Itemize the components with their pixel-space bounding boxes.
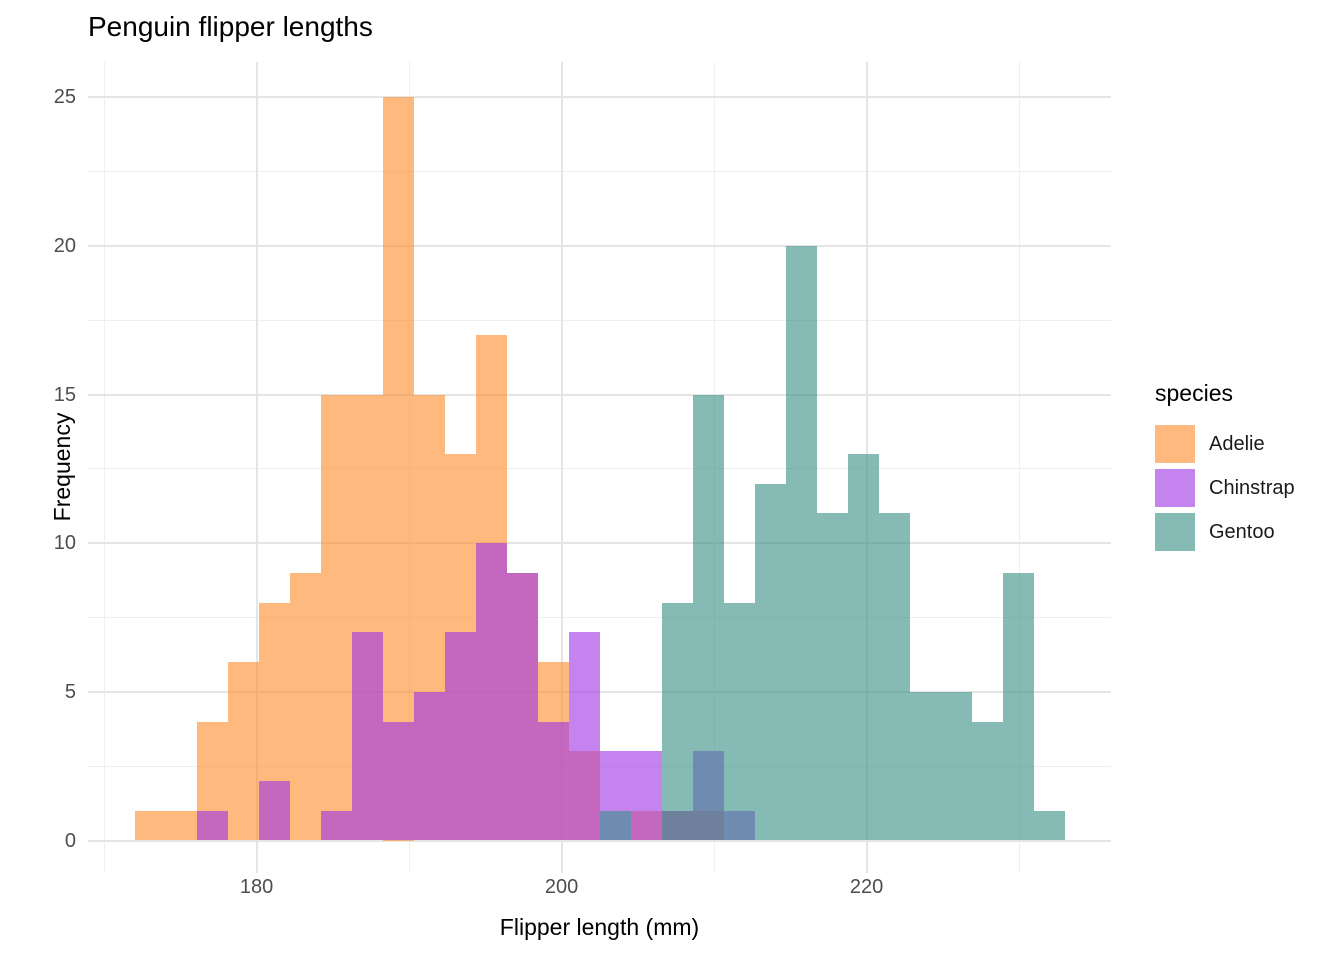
gridline-y-0	[88, 839, 1111, 842]
gridline-x-200	[560, 62, 563, 873]
y-tick-label-10: 10	[53, 532, 76, 555]
bar-chinstrap-bin10	[445, 632, 476, 841]
bar-chinstrap-bin7	[352, 632, 383, 841]
gridline-y-10	[88, 542, 1111, 545]
minor-gridline-y-17.5	[88, 319, 1111, 321]
bar-adelie-bin8	[383, 97, 414, 841]
bar-gentoo-bin26	[941, 691, 972, 841]
legend-entry-gentoo: Gentoo	[1155, 513, 1340, 551]
bar-chinstrap-bin14	[569, 632, 600, 841]
bar-chinstrap-bin8	[383, 721, 414, 841]
plot-title: Penguin flipper lengths	[88, 11, 373, 42]
gridline-x-180	[255, 62, 258, 873]
bar-adelie-bin3	[228, 662, 259, 841]
bar-gentoo-bin17	[662, 602, 693, 841]
bar-gentoo-bin25	[910, 691, 941, 841]
minor-gridline-x-230	[1018, 62, 1020, 873]
bar-gentoo-bin18	[693, 394, 724, 841]
y-tick-label-15: 15	[53, 383, 76, 406]
minor-gridline-x-170	[103, 62, 105, 873]
legend-label-adelie: Adelie	[1209, 432, 1265, 455]
bar-adelie-bin1	[166, 810, 197, 841]
bar-chinstrap-bin16	[631, 751, 662, 841]
bar-chinstrap-bin2	[197, 810, 228, 841]
legend-title: species	[1155, 380, 1233, 406]
bar-chinstrap-bin9	[414, 691, 445, 841]
bar-adelie-bin0	[135, 810, 166, 841]
legend-label-gentoo: Gentoo	[1209, 520, 1275, 543]
legend-entry-adelie: Adelie	[1155, 425, 1340, 463]
bar-chinstrap-bin6	[321, 810, 352, 841]
bar-gentoo-bin24	[879, 513, 910, 841]
bar-gentoo-bin22	[817, 513, 848, 841]
x-tick-label-180: 180	[239, 876, 274, 898]
legend-entry-chinstrap: Chinstrap	[1155, 469, 1340, 507]
gridline-y-25	[88, 96, 1111, 99]
x-tick-label-200: 200	[544, 876, 579, 898]
bar-chinstrap-bin13	[538, 721, 569, 841]
legend-swatch-gentoo	[1155, 513, 1195, 551]
bar-chinstrap-bin11	[476, 543, 507, 841]
gridline-y-15	[88, 393, 1111, 396]
bar-gentoo-bin29	[1034, 810, 1065, 841]
bar-gentoo-bin28	[1003, 572, 1034, 841]
y-tick-label-20: 20	[53, 234, 76, 257]
gridline-y-20	[88, 244, 1111, 247]
bar-chinstrap-bin4	[259, 781, 290, 841]
y-axis-title: Frequency	[48, 412, 75, 522]
bar-adelie-bin5	[290, 572, 321, 841]
y-tick-label-5: 5	[64, 680, 76, 703]
legend-swatch-chinstrap	[1155, 469, 1195, 507]
bar-adelie-bin6	[321, 394, 352, 841]
y-tick-label-25: 25	[53, 86, 76, 109]
bar-gentoo-bin15	[600, 810, 631, 841]
x-tick-label-220: 220	[849, 876, 884, 898]
legend-label-chinstrap: Chinstrap	[1209, 476, 1295, 499]
minor-gridline-y-7.5	[88, 617, 1111, 619]
bar-gentoo-bin20	[755, 483, 786, 841]
x-axis-title: Flipper length (mm)	[499, 914, 700, 940]
legend: species Adelie Chinstrap Gentoo	[1155, 380, 1340, 557]
bar-gentoo-bin19	[724, 602, 755, 841]
minor-gridline-y-22.5	[88, 171, 1111, 173]
minor-gridline-y-12.5	[88, 468, 1111, 470]
bar-gentoo-bin27	[972, 721, 1003, 841]
bar-gentoo-bin23	[848, 454, 879, 841]
legend-swatch-adelie	[1155, 425, 1195, 463]
bar-chinstrap-bin12	[507, 572, 538, 841]
bar-gentoo-bin21	[786, 245, 817, 841]
plot-panel	[88, 62, 1111, 873]
y-tick-label-0: 0	[64, 829, 76, 852]
